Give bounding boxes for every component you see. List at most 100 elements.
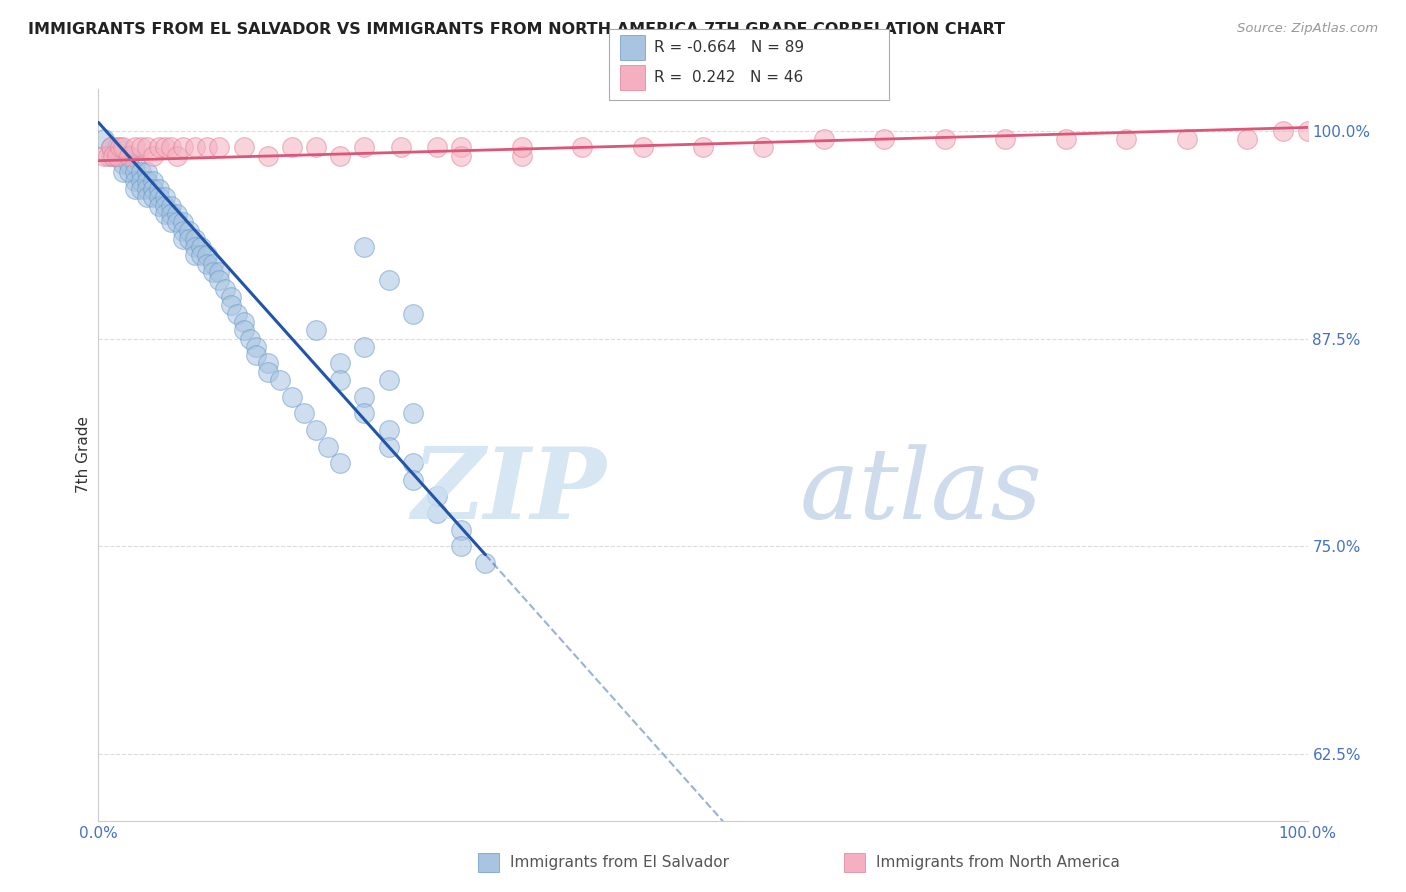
Text: Source: ZipAtlas.com: Source: ZipAtlas.com bbox=[1237, 22, 1378, 36]
Text: ZIP: ZIP bbox=[412, 443, 606, 540]
Point bbox=[813, 132, 835, 146]
Point bbox=[510, 149, 533, 163]
Point bbox=[208, 273, 231, 287]
Point bbox=[316, 440, 339, 454]
Point bbox=[226, 307, 249, 321]
Point bbox=[510, 140, 533, 154]
Point bbox=[377, 373, 399, 387]
Point bbox=[402, 456, 425, 470]
Point bbox=[426, 506, 449, 520]
Point bbox=[292, 406, 315, 420]
Point bbox=[124, 165, 146, 179]
Point bbox=[256, 149, 278, 163]
Point bbox=[305, 140, 328, 154]
Point bbox=[129, 140, 152, 154]
Point bbox=[93, 149, 115, 163]
Point bbox=[101, 149, 124, 163]
Point bbox=[329, 456, 352, 470]
Point bbox=[402, 307, 425, 321]
Point bbox=[160, 140, 183, 154]
Point bbox=[934, 132, 956, 146]
Point bbox=[142, 173, 165, 187]
Point bbox=[93, 132, 115, 146]
Point bbox=[142, 149, 165, 163]
Point bbox=[873, 132, 896, 146]
Point bbox=[184, 248, 207, 262]
Point bbox=[1236, 132, 1258, 146]
Point bbox=[281, 390, 304, 404]
Point bbox=[111, 140, 134, 154]
Point bbox=[232, 140, 254, 154]
Point bbox=[474, 556, 496, 570]
Point bbox=[108, 140, 131, 154]
Point bbox=[752, 140, 775, 154]
Point bbox=[177, 232, 201, 246]
Point bbox=[232, 315, 254, 329]
Point bbox=[135, 190, 157, 204]
Point bbox=[329, 356, 352, 370]
Point bbox=[402, 406, 425, 420]
Point bbox=[994, 132, 1017, 146]
Point bbox=[450, 539, 472, 553]
Point bbox=[221, 290, 243, 304]
Point bbox=[184, 232, 207, 246]
Point bbox=[172, 215, 194, 229]
Point bbox=[177, 223, 201, 237]
Point bbox=[426, 140, 449, 154]
Point bbox=[124, 140, 146, 154]
Point bbox=[105, 149, 128, 163]
Point bbox=[239, 332, 262, 346]
Point bbox=[153, 190, 176, 204]
Point bbox=[353, 240, 375, 254]
Point bbox=[377, 273, 399, 287]
Point bbox=[450, 523, 472, 537]
Point bbox=[135, 173, 157, 187]
Point bbox=[166, 149, 188, 163]
Point bbox=[184, 240, 207, 254]
Point bbox=[97, 149, 120, 163]
Point bbox=[148, 190, 170, 204]
Point bbox=[100, 149, 122, 163]
Text: Immigrants from El Salvador: Immigrants from El Salvador bbox=[510, 855, 730, 870]
Point bbox=[1175, 132, 1198, 146]
Point bbox=[160, 198, 183, 212]
Point bbox=[148, 140, 170, 154]
Point bbox=[329, 373, 352, 387]
Point bbox=[1054, 132, 1077, 146]
Point bbox=[190, 248, 212, 262]
Point bbox=[1296, 124, 1319, 138]
Point bbox=[377, 423, 399, 437]
Point bbox=[631, 140, 654, 154]
Point bbox=[124, 157, 146, 171]
Point bbox=[135, 140, 157, 154]
Point bbox=[129, 173, 152, 187]
Point bbox=[160, 207, 183, 221]
Point bbox=[190, 240, 212, 254]
Point bbox=[172, 232, 194, 246]
Point bbox=[269, 373, 291, 387]
Point bbox=[195, 257, 218, 271]
Point bbox=[111, 165, 134, 179]
Point bbox=[353, 140, 375, 154]
Y-axis label: 7th Grade: 7th Grade bbox=[76, 417, 91, 493]
Point bbox=[353, 340, 375, 354]
Point bbox=[353, 390, 375, 404]
Point bbox=[129, 182, 152, 196]
Point bbox=[571, 140, 593, 154]
Point bbox=[1115, 132, 1137, 146]
Point bbox=[148, 182, 170, 196]
Point bbox=[111, 149, 134, 163]
Point bbox=[129, 165, 152, 179]
Point bbox=[305, 423, 328, 437]
Point bbox=[100, 140, 122, 154]
Point bbox=[105, 140, 128, 154]
Point bbox=[208, 265, 231, 279]
Point bbox=[256, 356, 278, 370]
Point bbox=[402, 473, 425, 487]
Point bbox=[135, 165, 157, 179]
Point bbox=[1272, 124, 1295, 138]
Point bbox=[172, 223, 194, 237]
Point bbox=[353, 406, 375, 420]
Point bbox=[118, 157, 141, 171]
Point bbox=[166, 215, 188, 229]
